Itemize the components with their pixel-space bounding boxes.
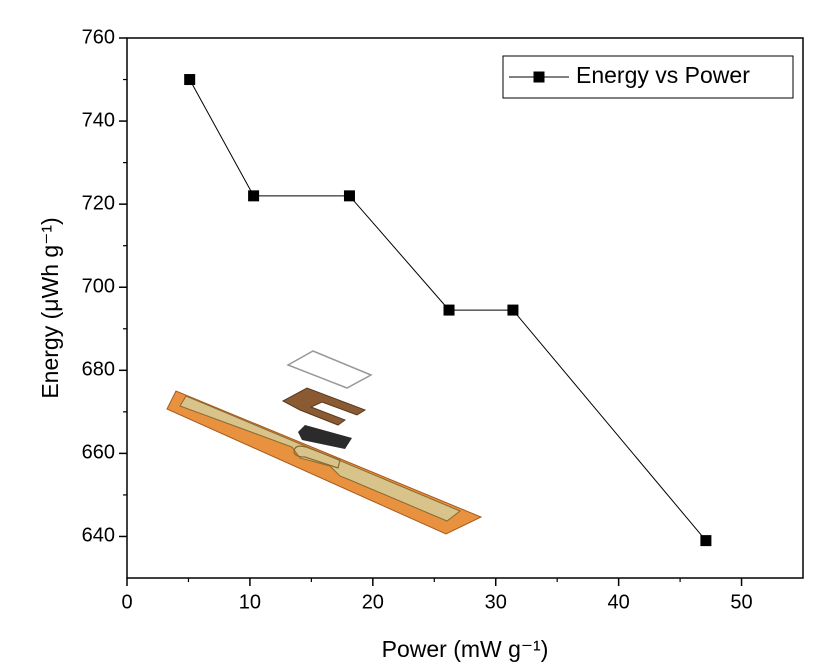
x-tick-label: 30 [485, 591, 507, 613]
marker [184, 74, 196, 86]
x-tick-label: 40 [608, 591, 630, 613]
legend-marker [533, 71, 545, 83]
legend-label: Energy vs Power [576, 62, 750, 88]
x-tick-label: 0 [121, 591, 132, 613]
plot-frame [126, 37, 804, 579]
marker [343, 190, 355, 202]
marker [443, 304, 455, 316]
x-tick-label: 10 [239, 591, 261, 613]
y-tick-label: 640 [82, 525, 115, 547]
series-line [189, 79, 707, 541]
y-tick-label: 760 [82, 26, 115, 48]
x-tick-label: 50 [730, 591, 752, 613]
y-tick-label: 700 [82, 276, 115, 298]
y-tick-label: 720 [82, 192, 115, 214]
x-axis-label: Power (mW g⁻¹) [382, 636, 549, 662]
y-tick-label: 740 [82, 109, 115, 131]
device-illustration [166, 350, 483, 535]
y-axis-label: Energy (μWh g⁻¹) [37, 217, 63, 398]
y-tick-label: 680 [82, 359, 115, 381]
marker [248, 190, 260, 202]
x-tick-label: 20 [362, 591, 384, 613]
y-tick-label: 660 [82, 442, 115, 464]
marker [507, 304, 519, 316]
marker [700, 535, 712, 547]
